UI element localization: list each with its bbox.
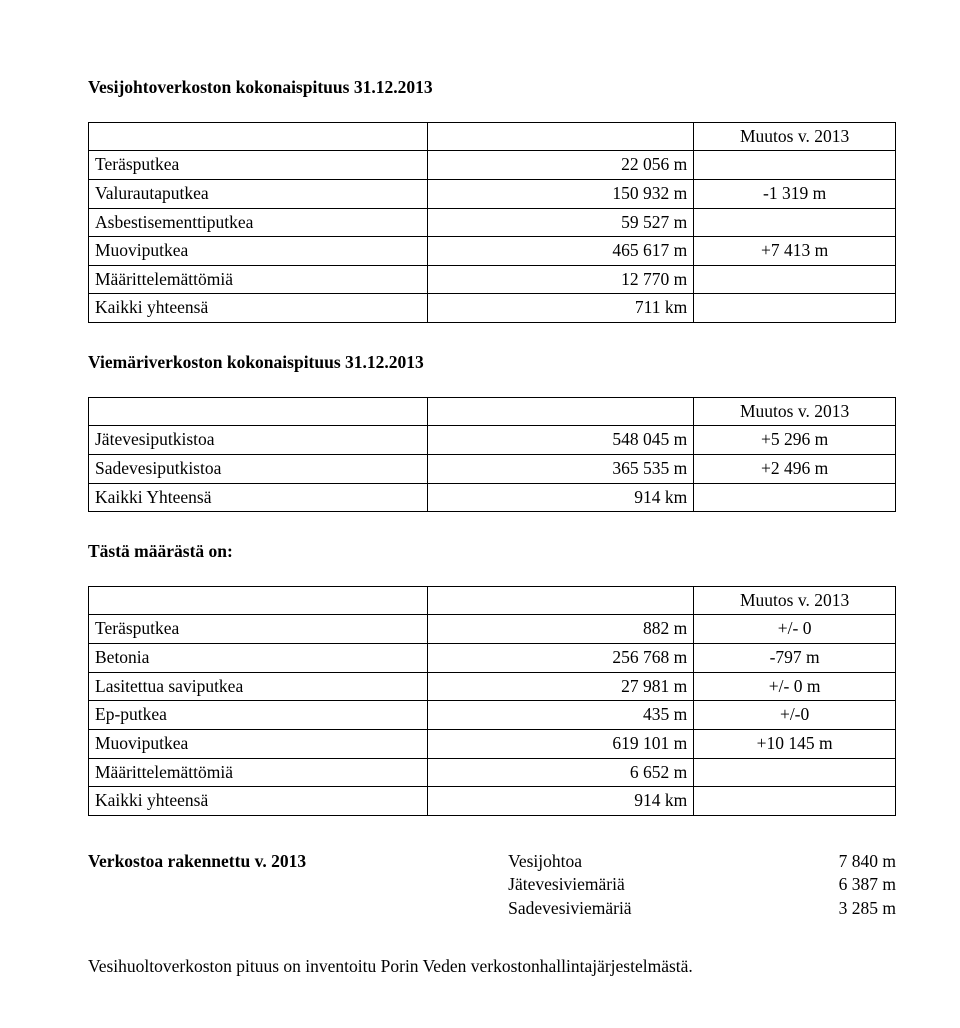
row-value: 27 981 m [427, 672, 693, 701]
row-value: 22 056 m [427, 151, 693, 180]
row-mut: +/-0 [694, 701, 896, 730]
cell-blank [427, 122, 693, 151]
row-mut [694, 294, 896, 323]
table-row: Määrittelemättömiä12 770 m [89, 265, 896, 294]
table-header-row: Muutos v. 2013 [89, 397, 896, 426]
row-value: 619 101 m [427, 729, 693, 758]
row-value: 59 527 m [427, 208, 693, 237]
table-row: Teräsputkea22 056 m [89, 151, 896, 180]
mut-header: Muutos v. 2013 [694, 397, 896, 426]
built-item-value: 6 387 m [751, 873, 896, 897]
row-value: 6 652 m [427, 758, 693, 787]
table-header-row: Muutos v. 2013 [89, 586, 896, 615]
table-row: Kaikki yhteensä914 km [89, 787, 896, 816]
section1-title: Vesijohtoverkoston kokonaispituus 31.12.… [88, 76, 896, 100]
row-mut: +5 296 m [694, 426, 896, 455]
row-value: 914 km [427, 483, 693, 512]
table-vesijohto: Muutos v. 2013 Teräsputkea22 056 m Valur… [88, 122, 896, 323]
built-block: Verkostoa rakennettu v. 2013 Vesijohtoa … [88, 850, 896, 921]
table-row: Lasitettua saviputkea27 981 m+/- 0 m [89, 672, 896, 701]
cell-blank [89, 397, 428, 426]
row-label: Jätevesiputkistoa [89, 426, 428, 455]
row-mut [694, 483, 896, 512]
row-value: 548 045 m [427, 426, 693, 455]
row-label: Sadevesiputkistoa [89, 454, 428, 483]
row-value: 12 770 m [427, 265, 693, 294]
row-label: Kaikki yhteensä [89, 787, 428, 816]
row-mut [694, 758, 896, 787]
section2-title: Viemäriverkoston kokonaispituus 31.12.20… [88, 351, 896, 375]
row-value: 435 m [427, 701, 693, 730]
footer-text: Vesihuoltoverkoston pituus on inventoitu… [88, 955, 896, 979]
table-row: Kaikki yhteensä711 km [89, 294, 896, 323]
row-mut: +/- 0 [694, 615, 896, 644]
table-header-row: Muutos v. 2013 [89, 122, 896, 151]
row-mut [694, 787, 896, 816]
row-value: 365 535 m [427, 454, 693, 483]
table-viemari: Muutos v. 2013 Jätevesiputkistoa548 045 … [88, 397, 896, 513]
row-mut: +7 413 m [694, 237, 896, 266]
row-label: Asbestisementtiputkea [89, 208, 428, 237]
row-value: 150 932 m [427, 179, 693, 208]
row-mut: -1 319 m [694, 179, 896, 208]
row-mut: +/- 0 m [694, 672, 896, 701]
row-mut [694, 265, 896, 294]
row-mut [694, 151, 896, 180]
table-maarasta: Muutos v. 2013 Teräsputkea882 m+/- 0 Bet… [88, 586, 896, 816]
row-label: Määrittelemättömiä [89, 758, 428, 787]
row-value: 256 768 m [427, 644, 693, 673]
row-label: Kaikki Yhteensä [89, 483, 428, 512]
table-row: Sadevesiputkistoa365 535 m+2 496 m [89, 454, 896, 483]
cell-blank [427, 397, 693, 426]
mut-header: Muutos v. 2013 [694, 586, 896, 615]
row-value: 914 km [427, 787, 693, 816]
section3-title: Tästä määrästä on: [88, 540, 896, 564]
table-row: Betonia256 768 m-797 m [89, 644, 896, 673]
row-label: Ep-putkea [89, 701, 428, 730]
row-mut: +2 496 m [694, 454, 896, 483]
table-row: Muoviputkea619 101 m+10 145 m [89, 729, 896, 758]
built-item-label: Jätevesiviemäriä [508, 873, 750, 897]
table-row: Määrittelemättömiä6 652 m [89, 758, 896, 787]
row-label: Teräsputkea [89, 615, 428, 644]
cell-blank [427, 586, 693, 615]
table-row: Teräsputkea882 m+/- 0 [89, 615, 896, 644]
cell-blank [89, 586, 428, 615]
built-row: Sadevesiviemäriä 3 285 m [88, 897, 896, 921]
row-label: Valurautaputkea [89, 179, 428, 208]
row-label: Määrittelemättömiä [89, 265, 428, 294]
built-item-label: Vesijohtoa [508, 850, 750, 874]
built-item-value: 7 840 m [751, 850, 896, 874]
mut-header: Muutos v. 2013 [694, 122, 896, 151]
row-label: Teräsputkea [89, 151, 428, 180]
built-row: Jätevesiviemäriä 6 387 m [88, 873, 896, 897]
row-label: Muoviputkea [89, 729, 428, 758]
row-label: Muoviputkea [89, 237, 428, 266]
row-mut [694, 208, 896, 237]
table-row: Ep-putkea435 m+/-0 [89, 701, 896, 730]
table-row: Muoviputkea465 617 m+7 413 m [89, 237, 896, 266]
built-item-label: Sadevesiviemäriä [508, 897, 750, 921]
row-mut: -797 m [694, 644, 896, 673]
row-label: Kaikki yhteensä [89, 294, 428, 323]
row-label: Betonia [89, 644, 428, 673]
row-mut: +10 145 m [694, 729, 896, 758]
table-row: Jätevesiputkistoa548 045 m+5 296 m [89, 426, 896, 455]
table-row: Valurautaputkea150 932 m-1 319 m [89, 179, 896, 208]
row-label: Lasitettua saviputkea [89, 672, 428, 701]
built-item-value: 3 285 m [751, 897, 896, 921]
table-row: Kaikki Yhteensä914 km [89, 483, 896, 512]
table-row: Asbestisementtiputkea59 527 m [89, 208, 896, 237]
built-row: Verkostoa rakennettu v. 2013 Vesijohtoa … [88, 850, 896, 874]
row-value: 711 km [427, 294, 693, 323]
row-value: 882 m [427, 615, 693, 644]
built-title: Verkostoa rakennettu v. 2013 [88, 850, 508, 874]
row-value: 465 617 m [427, 237, 693, 266]
cell-blank [89, 122, 428, 151]
